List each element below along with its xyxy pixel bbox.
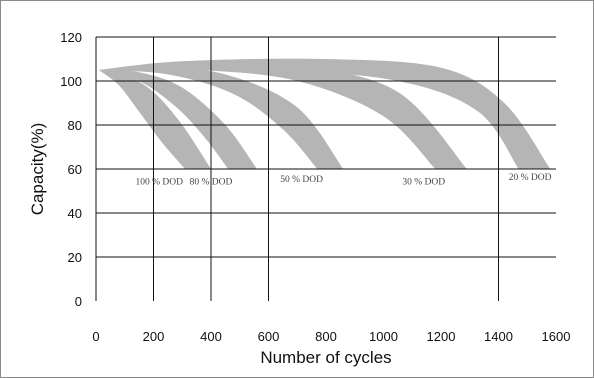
y-tick-label: 0: [75, 294, 82, 309]
x-tick-label: 0: [92, 329, 99, 344]
band-label: 50 % DOD: [280, 175, 323, 185]
band-label: 80 % DOD: [190, 177, 233, 187]
band-50pct-dod: [98, 67, 344, 169]
y-tick-label: 80: [68, 118, 82, 133]
band-label: 100 % DOD: [136, 177, 184, 187]
x-tick-label: 800: [315, 329, 337, 344]
band-label: 30 % DOD: [402, 177, 445, 187]
y-tick-label: 40: [68, 206, 82, 221]
band-20pct-dod: [98, 58, 551, 169]
band-label: 20 % DOD: [509, 173, 552, 183]
y-tick-label: 60: [68, 162, 82, 177]
y-tick-label: 100: [60, 74, 82, 89]
x-tick-label: 1600: [542, 329, 571, 344]
band-80pct-dod: [98, 70, 258, 169]
x-tick-label: 1400: [484, 329, 513, 344]
y-tick-label: 120: [60, 30, 82, 45]
y-axis-title: Capacity(%): [28, 123, 47, 216]
x-axis-title: Number of cycles: [260, 348, 391, 367]
x-tick-label: 1200: [427, 329, 456, 344]
x-tick-label: 1000: [369, 329, 398, 344]
band-100pct-dod: [98, 70, 211, 169]
y-tick-label: 20: [68, 250, 82, 265]
band-30pct-dod: [98, 62, 467, 169]
x-tick-label: 400: [200, 329, 222, 344]
x-tick-label: 200: [143, 329, 165, 344]
x-tick-label: 600: [258, 329, 280, 344]
